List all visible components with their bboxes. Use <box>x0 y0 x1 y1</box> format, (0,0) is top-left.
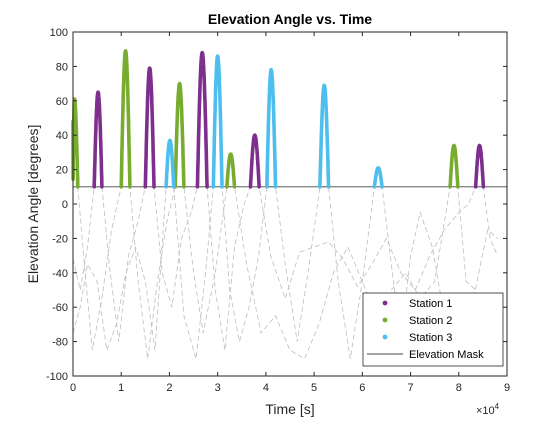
legend-items: Station 1 Station 2 Station 3 Elevation Mas… <box>367 298 484 361</box>
legend-label: Station 1 <box>409 298 452 310</box>
y-tick-label: -20 <box>52 233 68 245</box>
x-exponent-power: 4 <box>495 402 500 411</box>
x-tick-label: 0 <box>70 382 76 394</box>
station-pass <box>248 133 261 189</box>
x-axis-label: Time [s] <box>265 401 314 417</box>
station-pass <box>265 68 278 189</box>
y-tick-label: 100 <box>50 27 68 39</box>
station-pass <box>372 166 384 189</box>
station-pass <box>225 152 237 189</box>
x-exponent-base: ×10 <box>476 405 495 417</box>
y-tick-label: 20 <box>56 165 68 177</box>
y-axis-label: Elevation Angle [degrees] <box>25 125 41 284</box>
x-tick-label: 5 <box>311 382 317 394</box>
x-axis-exponent: ×104 <box>476 402 500 417</box>
legend-marker <box>382 334 388 340</box>
station-pass <box>119 49 132 189</box>
station-pass <box>473 143 486 189</box>
x-tick-label: 9 <box>504 382 510 394</box>
y-tick-label: 40 <box>56 130 68 142</box>
station-pass <box>195 50 209 189</box>
station-pass <box>143 66 156 189</box>
chart-title: Elevation Angle vs. Time <box>208 11 372 27</box>
legend-marker <box>382 317 388 323</box>
station-pass <box>211 54 224 189</box>
y-tick-label: 60 <box>56 96 68 108</box>
y-tick-label: 0 <box>62 199 68 211</box>
y-tick-label: -40 <box>52 268 68 280</box>
legend-label: Station 3 <box>409 332 452 344</box>
legend: Station 1 Station 2 Station 3 Elevation Mas… <box>362 292 504 367</box>
y-tick-label: -60 <box>52 302 68 314</box>
legend-marker <box>382 300 388 306</box>
x-tick-label: 8 <box>456 382 462 394</box>
legend-label: Station 2 <box>409 315 452 327</box>
y-tick-label: -100 <box>46 371 68 383</box>
x-tick-label: 2 <box>166 382 172 394</box>
x-tick-label: 4 <box>263 382 269 394</box>
legend-label: Elevation Mask <box>409 349 484 361</box>
station-pass <box>318 83 331 189</box>
station-pass <box>71 97 80 189</box>
x-axis-ticks: 0 1 2 3 4 5 6 7 8 9 <box>70 32 510 394</box>
x-tick-label: 1 <box>118 382 124 394</box>
station-pass <box>92 90 104 189</box>
station-passes <box>71 49 486 189</box>
station-pass <box>448 143 460 189</box>
x-tick-label: 6 <box>359 382 365 394</box>
y-axis-ticks: -100 -80 -60 -40 -20 0 20 40 60 80 100 <box>46 27 507 383</box>
y-tick-label: -80 <box>52 337 68 349</box>
station-pass <box>173 81 186 189</box>
y-tick-label: 80 <box>56 61 68 73</box>
x-tick-label: 7 <box>407 382 413 394</box>
station-pass <box>164 138 176 189</box>
x-tick-label: 3 <box>215 382 221 394</box>
